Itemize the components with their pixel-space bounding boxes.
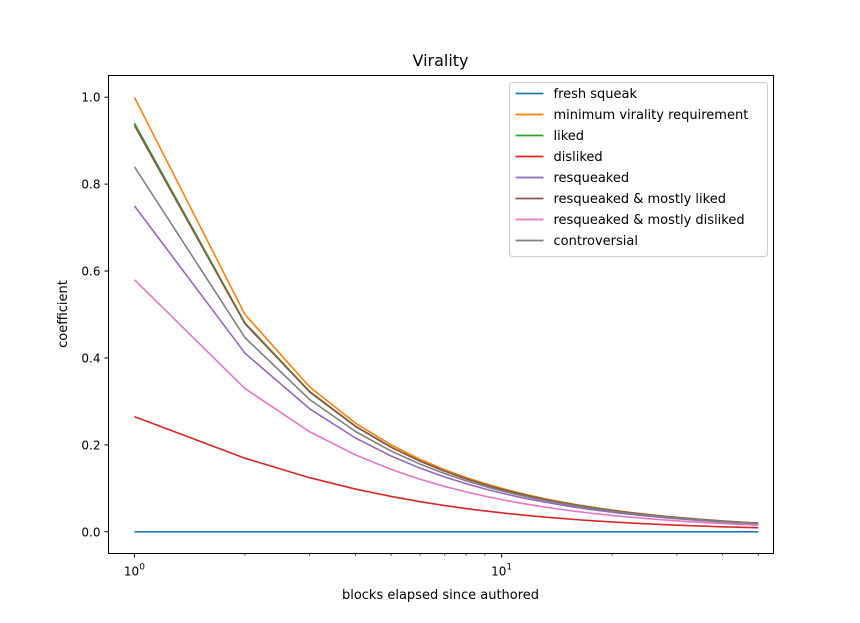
legend-label: fresh squeak <box>554 87 638 102</box>
y-tick-label: 0.0 <box>81 525 100 539</box>
legend-label: liked <box>554 129 585 144</box>
legend-label: resqueaked <box>554 171 630 186</box>
plot-area <box>108 75 774 554</box>
legend-box <box>509 82 768 257</box>
legend-label: resqueaked & mostly disliked <box>554 213 745 228</box>
x-axis-label: blocks elapsed since authored <box>342 588 539 603</box>
series-line-8 <box>133 166 759 525</box>
legend-label: disliked <box>554 150 603 165</box>
series-line-7 <box>133 279 759 526</box>
legend-label: controversial <box>554 234 638 249</box>
plot-frame <box>108 75 774 554</box>
y-tick-label: 0.6 <box>81 265 100 279</box>
y-tick-label: 1.0 <box>81 91 100 105</box>
y-axis-label: coefficient <box>56 280 71 348</box>
legend-label: resqueaked & mostly liked <box>554 192 726 207</box>
y-tick-label: 0.4 <box>81 351 100 365</box>
series-layer <box>133 96 759 533</box>
legend-label: minimum virality requirement <box>554 108 749 123</box>
series-line-4 <box>134 415 759 529</box>
legend: fresh squeak minimum virality requirement… <box>509 82 768 257</box>
y-tick-label: 0.8 <box>81 178 100 192</box>
y-axis: 0.0 0.2 0.4 0.6 0.8 1.0 <box>81 91 109 539</box>
chart-title: Virality <box>412 51 468 70</box>
y-tick-label: 0.2 <box>81 438 100 452</box>
